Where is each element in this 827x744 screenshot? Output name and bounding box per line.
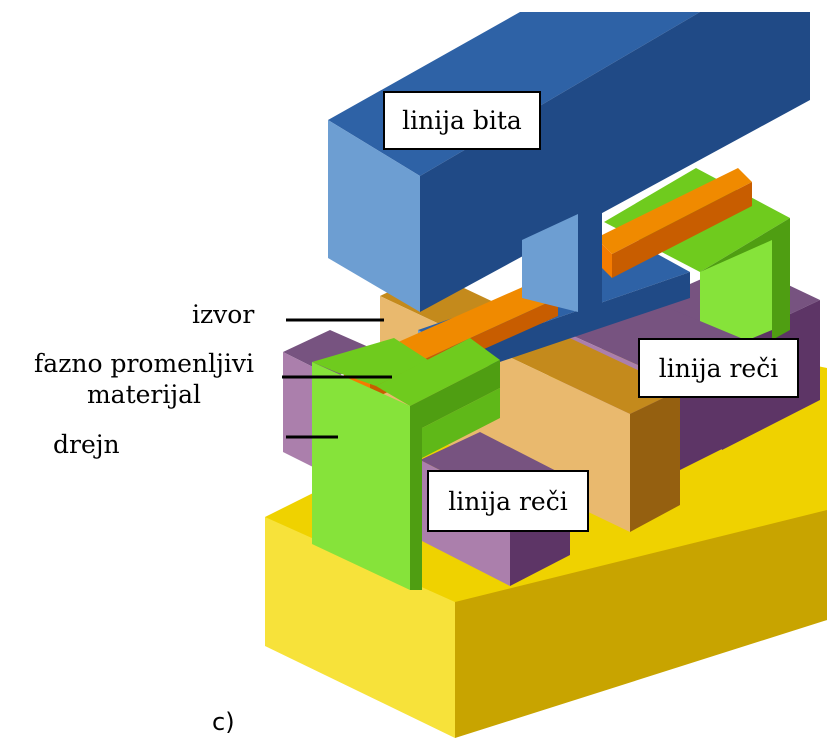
phase-change-label-line1: fazno promenljivi: [34, 349, 254, 378]
source-label: izvor: [192, 300, 255, 329]
figure-tag: c): [212, 708, 235, 736]
drain-label: drejn: [53, 430, 120, 459]
bit-line-post-front: [522, 214, 578, 312]
substrate-side-face: [455, 510, 827, 738]
bit-line-post-side: [578, 204, 602, 330]
phase-change-label-line2: materijal: [86, 380, 202, 409]
green-gate-right-leg: [422, 388, 500, 458]
word-line-right-label-text: linija reči: [658, 353, 779, 383]
word-line-right-label: linija reči: [638, 338, 799, 398]
orange-back-side: [612, 182, 752, 278]
word-line-bottom-label: linija reči: [427, 470, 589, 532]
green-gate-right-side: [410, 360, 500, 590]
green-gate-top-left: [312, 338, 428, 386]
bit-line-front: [328, 120, 420, 312]
substrate-front-face: [265, 517, 455, 738]
green-gate-front: [312, 338, 500, 590]
bit-line-label: linija bita: [383, 91, 541, 150]
green-gate-leg-front: [312, 362, 410, 590]
orange-back-top: [596, 168, 752, 254]
bit-line-label-text: linija bita: [402, 106, 522, 135]
phase-change-label: fazno promenljivi materijal: [8, 351, 280, 407]
tan-side: [630, 390, 680, 532]
blue-crossbar-side: [458, 272, 690, 376]
green-gate-top-right: [376, 338, 500, 406]
word-line-bottom-label-text: linija reči: [448, 486, 568, 516]
bit-line-side: [420, 12, 810, 312]
